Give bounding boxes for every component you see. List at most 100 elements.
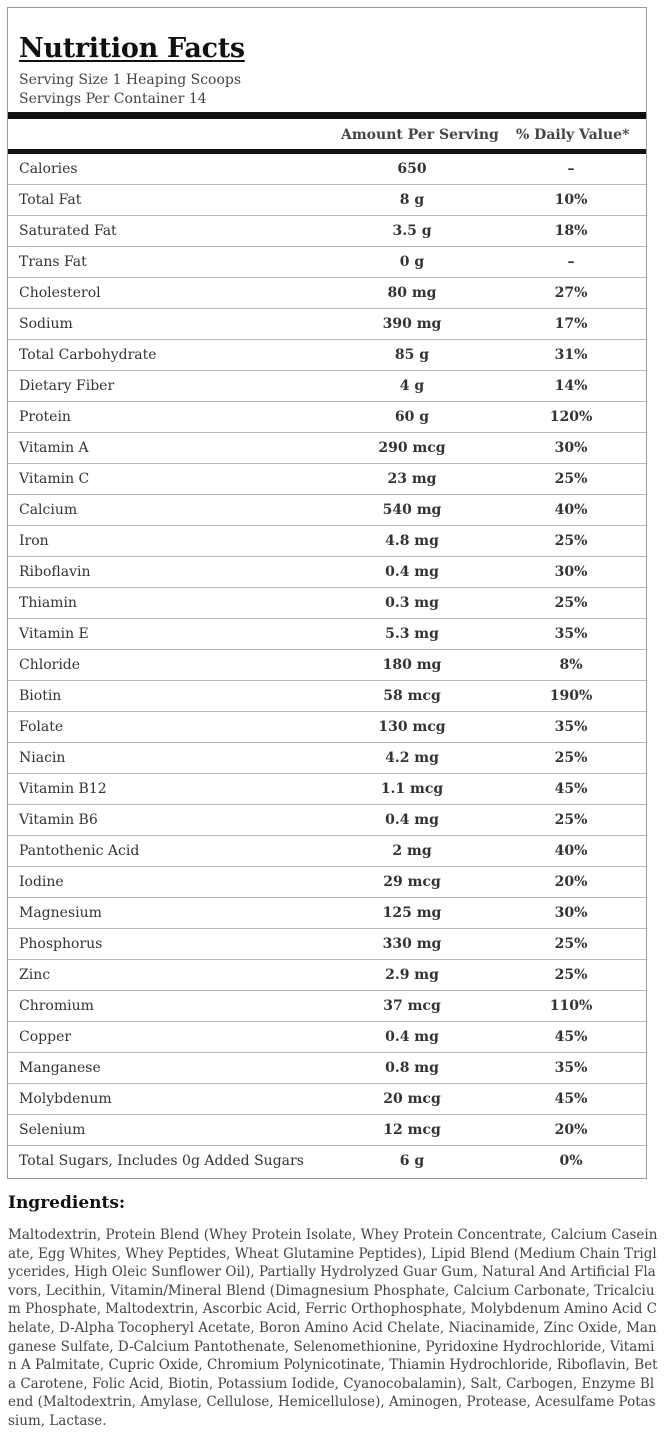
nutrition-facts-panel: Nutrition Facts Serving Size 1 Heaping S… <box>7 7 647 1179</box>
nutrient-amount: 0 g <box>399 254 425 270</box>
nutrient-name: Iron <box>19 533 49 549</box>
nutrient-name: Saturated Fat <box>19 223 117 239</box>
nutrient-row: Molybdenum 20 mcg 45% <box>8 1084 646 1115</box>
nutrient-amount: 330 mg <box>382 936 442 952</box>
nutrient-daily-value: 40% <box>554 843 588 859</box>
nutrient-table: Calories 650 – Total Fat 8 g 10% Saturated Fat… <box>8 154 646 1177</box>
nutrient-amount: 0.4 mg <box>385 812 439 828</box>
nutrient-daily-value: 18% <box>554 223 588 239</box>
nutrient-amount: 0.8 mg <box>385 1060 439 1076</box>
nutrient-amount: 0.4 mg <box>385 1029 439 1045</box>
nutrient-name: Calories <box>19 161 78 177</box>
nutrient-amount: 58 mcg <box>383 688 441 704</box>
nutrient-name: Phosphorus <box>19 936 103 952</box>
nutrient-name: Molybdenum <box>19 1091 112 1107</box>
ingredients-text: Maltodextrin, Protein Blend (Whey Protei… <box>8 1227 658 1429</box>
nutrient-daily-value: 31% <box>554 347 588 363</box>
nutrient-row: Sodium 390 mg 17% <box>8 309 646 340</box>
nutrient-daily-value: 17% <box>554 316 588 332</box>
nutrient-daily-value: 8% <box>559 657 583 673</box>
amount-per-serving-header: Amount Per Serving <box>341 127 499 143</box>
nutrient-row: Total Carbohydrate 85 g 31% <box>8 340 646 371</box>
nutrient-daily-value: 120% <box>549 409 593 425</box>
nutrient-daily-value: 25% <box>554 750 588 766</box>
nutrient-row: Zinc 2.9 mg 25% <box>8 960 646 991</box>
nutrient-row: Trans Fat 0 g – <box>8 247 646 278</box>
nutrient-row: Vitamin B12 1.1 mcg 45% <box>8 774 646 805</box>
nutrient-name: Total Fat <box>19 192 82 208</box>
nutrient-row: Iodine 29 mcg 20% <box>8 867 646 898</box>
nutrient-name: Chromium <box>19 998 94 1014</box>
nutrient-name: Vitamin B6 <box>19 812 98 828</box>
nutrient-row: Phosphorus 330 mg 25% <box>8 929 646 960</box>
nutrient-name: Protein <box>19 409 71 425</box>
nutrient-name: Pantothenic Acid <box>19 843 140 859</box>
nutrient-row: Pantothenic Acid 2 mg 40% <box>8 836 646 867</box>
nutrient-daily-value: 45% <box>554 1029 588 1045</box>
nutrient-amount: 12 mcg <box>383 1122 441 1138</box>
nutrient-amount: 540 mg <box>382 502 442 518</box>
nutrient-row: Selenium 12 mcg 20% <box>8 1115 646 1146</box>
nutrient-name: Thiamin <box>19 595 77 611</box>
nutrient-row: Folate 130 mcg 35% <box>8 712 646 743</box>
daily-value-header: % Daily Value* <box>516 127 630 143</box>
nutrient-daily-value: 190% <box>549 688 593 704</box>
nutrient-name: Total Carbohydrate <box>19 347 157 363</box>
nutrient-name: Dietary Fiber <box>19 378 115 394</box>
nutrient-amount: 37 mcg <box>383 998 441 1014</box>
thick-divider <box>8 149 646 154</box>
nutrient-amount: 5.3 mg <box>385 626 439 642</box>
nutrient-name: Iodine <box>19 874 64 890</box>
nutrient-daily-value: – <box>567 254 575 270</box>
nutrient-name: Sodium <box>19 316 73 332</box>
nutrient-name: Selenium <box>19 1122 86 1138</box>
nutrient-daily-value: 25% <box>554 471 588 487</box>
nutrient-name: Vitamin E <box>19 626 89 642</box>
nutrient-daily-value: 35% <box>554 626 588 642</box>
nutrient-amount: 0.3 mg <box>385 595 439 611</box>
nutrient-row: Calories 650 – <box>8 154 646 185</box>
nutrient-daily-value: 30% <box>554 905 588 921</box>
nutrient-row: Calcium 540 mg 40% <box>8 495 646 526</box>
nutrient-name: Cholesterol <box>19 285 101 301</box>
nutrient-amount: 20 mcg <box>383 1091 441 1107</box>
nutrient-daily-value: 40% <box>554 502 588 518</box>
nutrient-amount: 4.2 mg <box>385 750 439 766</box>
nutrient-name: Vitamin B12 <box>19 781 107 797</box>
nutrient-daily-value: 110% <box>549 998 593 1014</box>
nutrient-name: Niacin <box>19 750 66 766</box>
nutrient-daily-value: 25% <box>554 533 588 549</box>
nutrient-amount: 290 mcg <box>378 440 446 456</box>
nutrient-amount: 2.9 mg <box>385 967 439 983</box>
nutrient-row: Iron 4.8 mg 25% <box>8 526 646 557</box>
nutrient-row: Vitamin A 290 mcg 30% <box>8 433 646 464</box>
nutrient-daily-value: 20% <box>554 874 588 890</box>
nutrient-amount: 130 mcg <box>378 719 446 735</box>
nutrient-name: Riboflavin <box>19 564 91 580</box>
nutrient-row: Thiamin 0.3 mg 25% <box>8 588 646 619</box>
nutrient-row: Magnesium 125 mg 30% <box>8 898 646 929</box>
nutrient-row: Vitamin E 5.3 mg 35% <box>8 619 646 650</box>
nutrient-name: Calcium <box>19 502 78 518</box>
nutrient-name: Biotin <box>19 688 62 704</box>
nutrient-name: Magnesium <box>19 905 102 921</box>
nutrient-name: Vitamin C <box>19 471 90 487</box>
nutrient-row: Dietary Fiber 4 g 14% <box>8 371 646 402</box>
serving-size: Serving Size 1 Heaping Scoops <box>19 72 242 88</box>
nutrient-daily-value: 30% <box>554 564 588 580</box>
nutrient-row: Vitamin B6 0.4 mg 25% <box>8 805 646 836</box>
nutrient-name: Vitamin A <box>19 440 89 456</box>
nutrient-daily-value: 10% <box>554 192 588 208</box>
nutrient-amount: 6 g <box>399 1153 425 1169</box>
nutrient-amount: 1.1 mcg <box>380 781 444 797</box>
nutrient-name: Total Sugars, Includes 0g Added Sugars <box>19 1153 304 1169</box>
nutrient-daily-value: 14% <box>554 378 588 394</box>
nutrient-row: Protein 60 g 120% <box>8 402 646 433</box>
nutrient-name: Chloride <box>19 657 81 673</box>
nutrient-row: Niacin 4.2 mg 25% <box>8 743 646 774</box>
nutrient-amount: 180 mg <box>382 657 442 673</box>
nutrient-row: Total Sugars, Includes 0g Added Sugars 6 … <box>8 1146 646 1177</box>
ingredients-title: Ingredients: <box>8 1193 126 1213</box>
nutrient-amount: 80 mg <box>387 285 437 301</box>
nutrient-daily-value: 25% <box>554 967 588 983</box>
